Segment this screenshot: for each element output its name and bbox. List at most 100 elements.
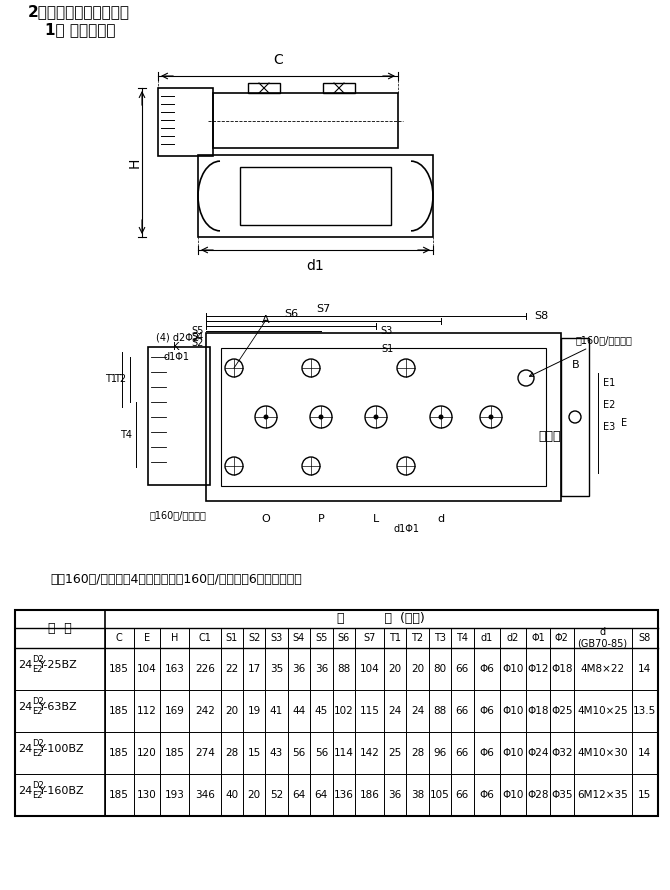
Text: S6: S6 [284,309,298,319]
Text: C: C [273,53,283,67]
Text: Y-63BZ: Y-63BZ [39,702,78,712]
Text: E2: E2 [32,666,42,675]
Text: 186: 186 [360,790,379,800]
Text: Φ10: Φ10 [502,790,524,800]
Text: 24: 24 [18,744,32,754]
Text: 185: 185 [109,664,129,674]
Text: P: P [318,514,324,524]
Text: Φ6: Φ6 [479,748,494,758]
Circle shape [373,415,379,419]
Text: T4: T4 [120,430,132,440]
Text: 仇160升/分有此孔: 仇160升/分有此孔 [529,335,633,376]
Text: T2: T2 [114,374,126,384]
Text: 14: 14 [639,664,651,674]
Text: T4: T4 [456,633,468,643]
Text: d1Φ1: d1Φ1 [163,352,189,362]
Text: 274: 274 [195,748,214,758]
Text: S1: S1 [381,344,393,354]
Text: d1: d1 [480,633,493,643]
Text: 169: 169 [165,706,184,716]
Text: Φ24: Φ24 [527,748,549,758]
Text: 24: 24 [18,786,32,796]
Text: C1: C1 [198,633,211,643]
Text: 242: 242 [195,706,214,716]
Text: 226: 226 [195,664,214,674]
Text: K: K [173,342,179,352]
Text: 24: 24 [18,702,32,712]
Text: 112: 112 [137,706,157,716]
Text: T2: T2 [411,633,423,643]
Text: S6: S6 [338,633,350,643]
Text: Y-160BZ: Y-160BZ [39,786,84,796]
Text: 185: 185 [165,748,184,758]
Text: T1: T1 [389,633,401,643]
Text: 56: 56 [315,748,328,758]
Text: 56: 56 [292,748,306,758]
Text: 115: 115 [360,706,379,716]
Text: S3: S3 [271,633,283,643]
Text: E: E [621,418,627,428]
Text: Φ2: Φ2 [555,633,569,643]
Text: 104: 104 [360,664,379,674]
Text: S2: S2 [248,633,261,643]
Text: 28: 28 [411,748,424,758]
Text: S2: S2 [192,338,204,348]
Text: 36: 36 [389,790,402,800]
Text: Φ10: Φ10 [502,748,524,758]
Text: 4M10×25: 4M10×25 [578,706,628,716]
Text: 1） 二位四通：: 1） 二位四通： [45,22,115,37]
Text: T1: T1 [105,374,117,384]
Text: H: H [171,633,178,643]
Text: 24: 24 [411,706,424,716]
Text: A: A [262,315,270,325]
Text: d1Φ1: d1Φ1 [393,524,419,534]
Text: 4M10×30: 4M10×30 [578,748,628,758]
Text: Φ18: Φ18 [527,706,549,716]
Text: 120: 120 [137,748,157,758]
Circle shape [263,415,269,419]
Text: 22: 22 [225,664,239,674]
Text: E: E [143,633,150,643]
Text: 66: 66 [456,790,469,800]
Text: Φ6: Φ6 [479,664,494,674]
Text: Φ18: Φ18 [551,664,573,674]
Text: E2: E2 [32,749,42,758]
Text: 142: 142 [360,748,379,758]
Text: 45: 45 [315,706,328,716]
Text: 64: 64 [292,790,306,800]
Text: 20: 20 [225,706,239,716]
Text: Φ32: Φ32 [551,748,573,758]
Text: D2: D2 [32,698,44,707]
Text: O: O [261,514,271,524]
Text: E2: E2 [32,708,42,716]
Text: d
(GB70-85): d (GB70-85) [578,627,628,649]
Text: d1: d1 [307,259,324,273]
Text: 19: 19 [247,706,261,716]
Text: D2: D2 [32,740,44,748]
Text: T3: T3 [434,633,446,643]
Circle shape [318,415,324,419]
Text: H: H [128,158,142,167]
Text: S3: S3 [380,326,392,336]
Text: Φ28: Φ28 [527,790,549,800]
Text: Y-100BZ: Y-100BZ [39,744,84,754]
Text: 36: 36 [292,664,306,674]
Text: E1: E1 [603,378,615,388]
Text: 346: 346 [195,790,214,800]
Text: 28: 28 [225,748,239,758]
Text: 35: 35 [270,664,283,674]
Text: 64: 64 [315,790,328,800]
Text: S7: S7 [316,304,330,314]
Text: 163: 163 [165,664,184,674]
Text: 105: 105 [430,790,450,800]
Text: D2: D2 [32,781,44,790]
Text: 15: 15 [639,790,651,800]
Text: 20: 20 [248,790,261,800]
Circle shape [488,415,494,419]
Text: 13.5: 13.5 [633,706,657,716]
Text: S4: S4 [293,633,305,643]
Text: 66: 66 [456,748,469,758]
Text: Φ10: Φ10 [502,706,524,716]
Text: 66: 66 [456,706,469,716]
Text: 41: 41 [270,706,283,716]
